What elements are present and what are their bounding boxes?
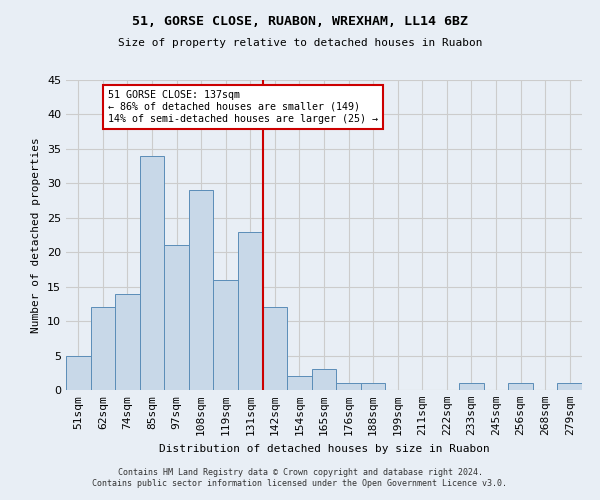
Bar	[66, 356, 91, 390]
Bar	[287, 376, 312, 390]
Text: Contains HM Land Registry data © Crown copyright and database right 2024.
Contai: Contains HM Land Registry data © Crown c…	[92, 468, 508, 487]
Bar	[164, 246, 189, 390]
Bar	[361, 383, 385, 390]
Y-axis label: Number of detached properties: Number of detached properties	[31, 137, 41, 333]
Text: 51, GORSE CLOSE, RUABON, WREXHAM, LL14 6BZ: 51, GORSE CLOSE, RUABON, WREXHAM, LL14 6…	[132, 15, 468, 28]
Bar	[214, 280, 238, 390]
Bar	[336, 383, 361, 390]
Text: Size of property relative to detached houses in Ruabon: Size of property relative to detached ho…	[118, 38, 482, 48]
Bar	[312, 370, 336, 390]
X-axis label: Distribution of detached houses by size in Ruabon: Distribution of detached houses by size …	[158, 444, 490, 454]
Bar	[238, 232, 263, 390]
Bar	[115, 294, 140, 390]
Text: 51 GORSE CLOSE: 137sqm
← 86% of detached houses are smaller (149)
14% of semi-de: 51 GORSE CLOSE: 137sqm ← 86% of detached…	[108, 90, 378, 124]
Bar	[91, 308, 115, 390]
Bar	[263, 308, 287, 390]
Bar	[189, 190, 214, 390]
Bar	[508, 383, 533, 390]
Bar	[140, 156, 164, 390]
Bar	[459, 383, 484, 390]
Bar	[557, 383, 582, 390]
